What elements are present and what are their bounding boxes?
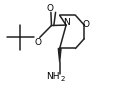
Text: N: N (63, 18, 69, 27)
Polygon shape (58, 48, 61, 62)
Text: O: O (46, 4, 53, 13)
Text: O: O (35, 38, 42, 47)
Text: NH: NH (46, 72, 60, 81)
Text: 2: 2 (60, 76, 65, 82)
Text: O: O (83, 20, 90, 29)
